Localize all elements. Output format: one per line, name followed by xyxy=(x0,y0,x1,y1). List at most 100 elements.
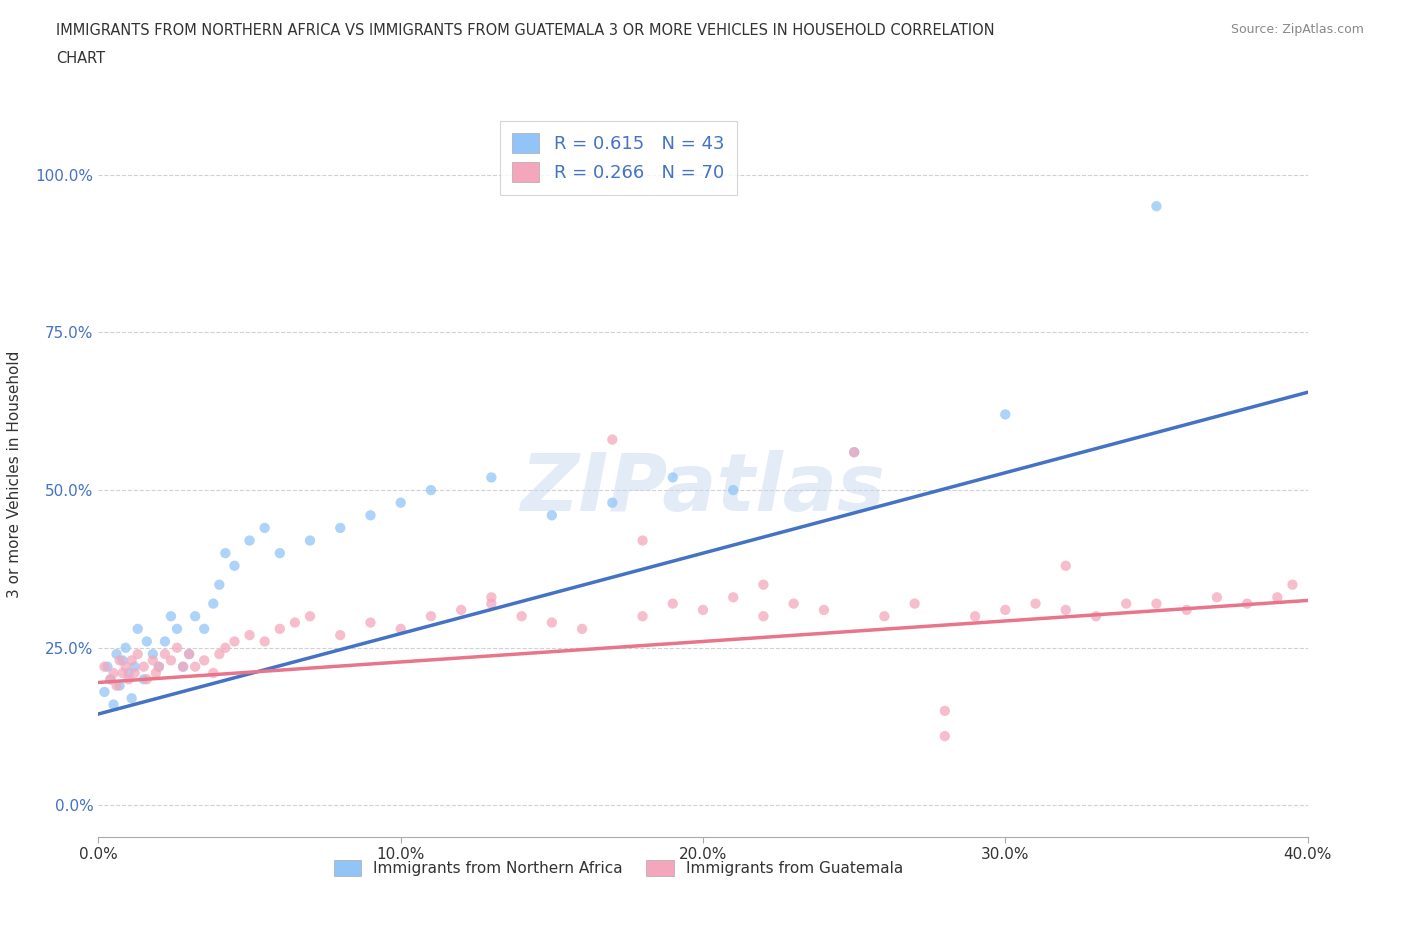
Point xyxy=(284,615,307,630)
Point xyxy=(965,609,987,624)
Point xyxy=(1144,199,1167,214)
Point xyxy=(111,653,134,668)
Point xyxy=(103,666,125,681)
Point xyxy=(420,609,443,624)
Point xyxy=(184,609,207,624)
Point xyxy=(389,496,412,511)
Point xyxy=(783,596,806,611)
Point xyxy=(1054,603,1077,618)
Point xyxy=(124,659,146,674)
Point xyxy=(269,546,291,561)
Point xyxy=(127,646,149,661)
Point xyxy=(108,678,131,693)
Point xyxy=(389,621,412,636)
Point xyxy=(253,634,276,649)
Point xyxy=(142,653,165,668)
Text: CHART: CHART xyxy=(56,51,105,66)
Point xyxy=(631,533,654,548)
Point xyxy=(160,609,183,624)
Point xyxy=(142,646,165,661)
Point xyxy=(105,646,128,661)
Point xyxy=(166,621,188,636)
Point xyxy=(602,432,624,447)
Point xyxy=(105,678,128,693)
Point xyxy=(132,659,155,674)
Point xyxy=(118,666,141,681)
Point xyxy=(121,653,143,668)
Point xyxy=(1085,609,1108,624)
Point xyxy=(114,659,136,674)
Point xyxy=(166,641,188,656)
Point xyxy=(96,659,118,674)
Point xyxy=(994,407,1017,422)
Point xyxy=(127,621,149,636)
Point xyxy=(132,671,155,686)
Point xyxy=(540,508,562,523)
Point xyxy=(153,646,176,661)
Point xyxy=(214,546,236,561)
Point xyxy=(481,470,503,485)
Point xyxy=(1281,578,1303,592)
Point xyxy=(904,596,927,611)
Point xyxy=(329,628,352,643)
Point xyxy=(214,641,236,656)
Point xyxy=(723,483,745,498)
Point xyxy=(1206,590,1229,604)
Point xyxy=(202,666,225,681)
Text: Source: ZipAtlas.com: Source: ZipAtlas.com xyxy=(1230,23,1364,36)
Point xyxy=(299,533,322,548)
Point xyxy=(239,533,262,548)
Point xyxy=(360,615,382,630)
Point xyxy=(193,653,215,668)
Point xyxy=(184,659,207,674)
Point xyxy=(1054,558,1077,573)
Point xyxy=(179,646,201,661)
Point xyxy=(813,603,835,618)
Point xyxy=(208,578,231,592)
Point xyxy=(179,646,201,661)
Point xyxy=(329,521,352,536)
Point xyxy=(148,659,170,674)
Point xyxy=(269,621,291,636)
Point xyxy=(224,558,246,573)
Point xyxy=(1267,590,1289,604)
Point xyxy=(661,470,683,485)
Point xyxy=(360,508,382,523)
Point xyxy=(994,603,1017,618)
Point xyxy=(510,609,533,624)
Point xyxy=(934,728,956,743)
Point xyxy=(873,609,896,624)
Point xyxy=(100,671,122,686)
Point xyxy=(160,653,183,668)
Point xyxy=(571,621,593,636)
Point xyxy=(193,621,215,636)
Point xyxy=(1175,603,1198,618)
Point xyxy=(934,703,956,718)
Point xyxy=(135,671,157,686)
Legend: Immigrants from Northern Africa, Immigrants from Guatemala: Immigrants from Northern Africa, Immigra… xyxy=(326,853,911,884)
Point xyxy=(450,603,472,618)
Point xyxy=(239,628,262,643)
Point xyxy=(692,603,714,618)
Point xyxy=(844,445,866,459)
Point xyxy=(1236,596,1258,611)
Text: ZIPatlas: ZIPatlas xyxy=(520,450,886,528)
Point xyxy=(108,653,131,668)
Point xyxy=(121,691,143,706)
Point xyxy=(253,521,276,536)
Point xyxy=(752,578,775,592)
Point xyxy=(145,666,167,681)
Point xyxy=(124,666,146,681)
Point xyxy=(602,496,624,511)
Point xyxy=(111,666,134,681)
Point xyxy=(661,596,683,611)
Point xyxy=(420,483,443,498)
Point xyxy=(481,596,503,611)
Point xyxy=(135,634,157,649)
Point xyxy=(208,646,231,661)
Point xyxy=(172,659,194,674)
Point xyxy=(93,659,115,674)
Point xyxy=(1115,596,1137,611)
Point xyxy=(631,609,654,624)
Point xyxy=(299,609,322,624)
